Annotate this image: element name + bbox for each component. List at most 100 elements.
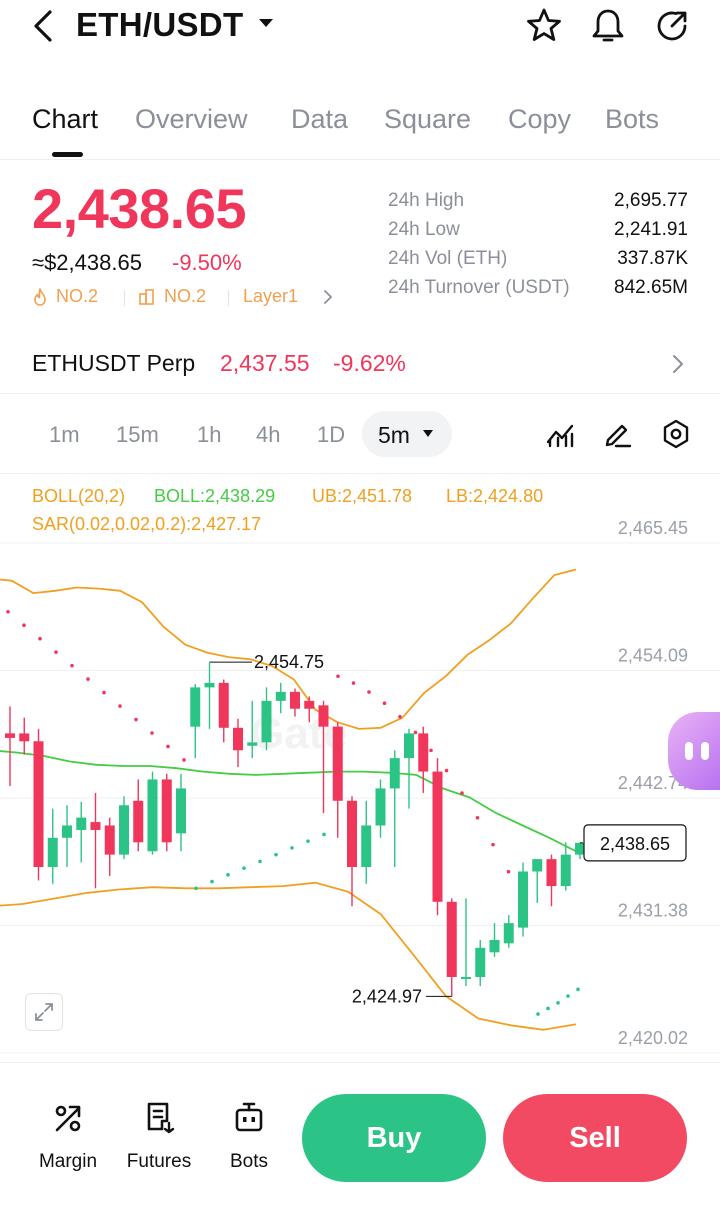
candle-up [361, 825, 372, 867]
price-tick-label: 2,420.02 [618, 1028, 688, 1048]
tab-copy[interactable]: Copy [508, 104, 572, 134]
sar-dot [491, 842, 495, 847]
star-icon[interactable] [524, 6, 564, 46]
stat-label: 24h Turnover (USDT) [388, 277, 570, 298]
active-tab-indicator [52, 152, 83, 157]
nav-futures[interactable]: Futures [119, 1101, 199, 1181]
candle-down [33, 741, 44, 867]
tab-square[interactable]: Square [384, 104, 472, 134]
interval-4h[interactable]: 4h [256, 422, 281, 447]
interval-selector[interactable]: 5m [362, 411, 452, 457]
expand-chart-button[interactable] [25, 993, 63, 1031]
candle-up [503, 923, 514, 944]
candle-down [332, 726, 343, 801]
boll-upper-line [0, 568, 577, 730]
indicator-icon[interactable] [544, 418, 576, 450]
tab-data[interactable]: Data [291, 104, 349, 134]
chevron-right-icon[interactable] [668, 352, 688, 376]
tab-overview[interactable]: Overview [135, 104, 248, 134]
candle-down [161, 779, 172, 843]
price-tick-label: 2,431.38 [618, 900, 688, 920]
draw-icon[interactable] [602, 418, 634, 450]
perp-contract-row[interactable]: ETHUSDT Perp 2,437.55 -9.62% [0, 334, 720, 394]
sar-dot [166, 744, 170, 749]
tab-bar: Chart Overview Data Square Copy Bots [0, 96, 720, 160]
bottom-action-bar: Margin Futures Bots Buy Sell [0, 1062, 720, 1212]
candle-down [446, 901, 457, 978]
sar-dot [546, 1006, 550, 1011]
sar-dot [22, 623, 26, 628]
candle-up [375, 788, 386, 826]
candle-up [76, 817, 87, 830]
chart-annotations: 2,454.75 2,424.97 2,438.65 [209, 652, 687, 1006]
sar-dot [134, 717, 138, 722]
interval-1m[interactable]: 1m [49, 422, 80, 447]
expand-icon [35, 1003, 53, 1021]
sar-dot [226, 873, 230, 877]
pair-title[interactable]: ETH/USDT [76, 6, 244, 43]
price-tick-label: 2,465.45 [618, 518, 688, 538]
sar-dot [506, 869, 511, 874]
boll-upper-value: UB:2,451.78 [312, 486, 413, 506]
candle-up [261, 700, 272, 743]
share-icon[interactable] [652, 6, 692, 46]
sar-dot [444, 768, 449, 773]
sar-dot [182, 758, 186, 762]
back-icon[interactable] [28, 8, 60, 44]
sar-dot [102, 690, 106, 695]
sar-dot [475, 815, 480, 820]
settings-icon[interactable] [660, 418, 692, 450]
sell-button[interactable]: Sell [503, 1094, 687, 1182]
candle-down [546, 859, 557, 887]
candle-up [190, 687, 201, 727]
nav-label: Futures [126, 1151, 192, 1172]
bell-icon[interactable] [588, 6, 628, 46]
candle-down [233, 727, 243, 751]
candle-down [90, 822, 101, 830]
candle-up [204, 682, 215, 688]
chart-grid [0, 542, 720, 1054]
sar-dot [194, 886, 198, 891]
candle-up [475, 947, 486, 978]
chat-assistant-button[interactable] [668, 712, 720, 790]
candle-up [176, 788, 186, 834]
stat-high: 24h High 2,695.77 [388, 190, 692, 218]
interval-selected: 5m [378, 422, 410, 448]
price-tick-label: 2,442.74 [618, 773, 688, 793]
stat-label: 24h Vol (ETH) [388, 248, 508, 269]
sar-dot [460, 791, 464, 795]
candle-up [560, 854, 571, 887]
candle-down [290, 691, 300, 709]
stat-value: 337.87K [617, 248, 688, 269]
futures-icon [147, 1102, 175, 1134]
sar-dot [556, 1001, 560, 1005]
nav-bots[interactable]: Bots [209, 1101, 289, 1181]
interval-1h[interactable]: 1h [197, 422, 222, 447]
candle-up [389, 758, 400, 789]
interval-1d[interactable]: 1D [317, 422, 346, 447]
buy-button[interactable]: Buy [302, 1094, 486, 1182]
nav-margin[interactable]: Margin [28, 1101, 108, 1181]
stat-turnover: 24h Turnover (USDT) 842.65M [388, 277, 692, 305]
candlestick-chart[interactable]: Gate 2,465.452,454.092,442.742,431.382,4… [0, 476, 720, 1062]
bots-icon [235, 1102, 263, 1132]
interval-15m[interactable]: 15m [116, 422, 159, 447]
caret-down-icon[interactable] [258, 16, 274, 30]
sector-badge[interactable]: Layer1 [243, 286, 299, 306]
rank-badge-hot[interactable]: NO.2 [56, 286, 99, 306]
chevron-right-icon[interactable] [322, 289, 334, 305]
chat-eye-icon [701, 742, 709, 760]
tab-bots[interactable]: Bots [605, 104, 660, 134]
interval-bar: 1m 15m 1h 4h 1D 5m [0, 398, 720, 474]
sar-dot [566, 994, 570, 998]
sar-dot [150, 731, 154, 735]
stat-label: 24h High [388, 190, 465, 211]
current-price-tag-box [583, 824, 687, 862]
tab-chart[interactable]: Chart [32, 104, 99, 134]
candle-up [489, 939, 500, 953]
boll-mid-line [0, 750, 577, 853]
sar-value: SAR(0.02,0.02,0.2):2,427.17 [32, 514, 262, 534]
candle-down [19, 733, 30, 742]
rank-badge-category[interactable]: NO.2 [164, 286, 207, 306]
sar-dot [306, 839, 310, 843]
